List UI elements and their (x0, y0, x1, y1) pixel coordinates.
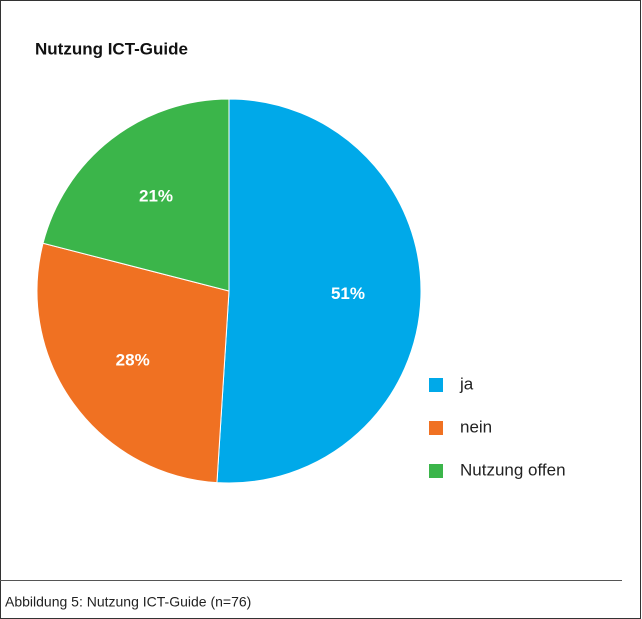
data-label: 28% (116, 350, 150, 369)
legend-label: nein (460, 417, 492, 436)
legend-label: Nutzung offen (460, 460, 566, 479)
legend-swatch (429, 464, 443, 478)
pie-slice (216, 98, 422, 484)
legend-swatch (429, 378, 443, 392)
caption: Abbildung 5: Nutzung ICT-Guide (n=76) (5, 594, 251, 610)
pie-slice (36, 242, 230, 484)
chart-title: Nutzung ICT-Guide (35, 39, 188, 58)
data-label: 51% (331, 284, 365, 303)
pie-slice (42, 98, 230, 292)
data-label: 21% (139, 186, 173, 205)
legend-swatch (429, 421, 443, 435)
legend-label: ja (459, 374, 474, 393)
